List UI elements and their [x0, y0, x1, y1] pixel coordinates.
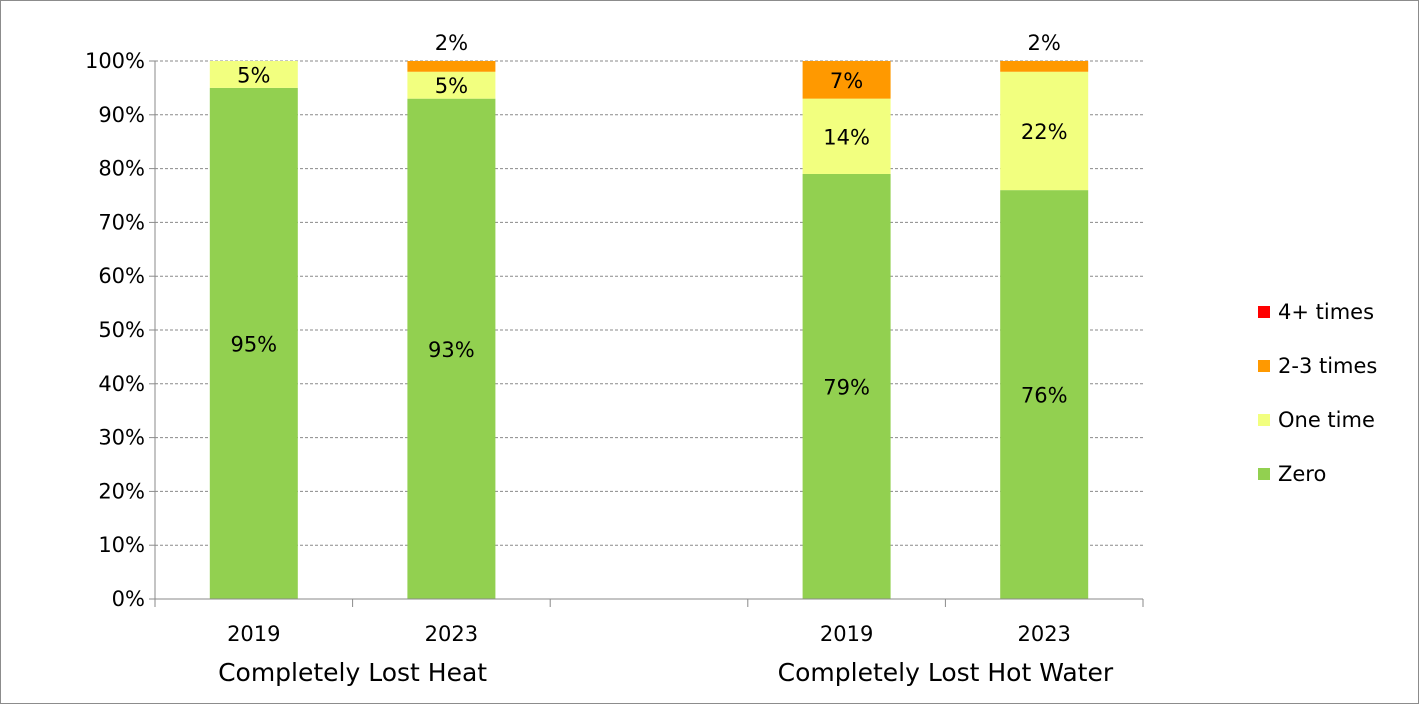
- bar-segment: [802, 61, 891, 99]
- y-tick-label: 40%: [98, 372, 145, 396]
- bars: [209, 61, 1089, 600]
- y-tick-labels: 0% 10% 20% 30% 40% 50% 60% 70% 80% 90% 100%: [85, 49, 145, 611]
- y-tick-label: 0%: [112, 587, 145, 611]
- y-tick-label: 90%: [98, 103, 145, 127]
- group-labels: Completely Lost Heat Completely Lost Hot …: [218, 658, 1114, 687]
- data-label: 79%: [823, 375, 870, 399]
- y-tick-label: 50%: [98, 318, 145, 342]
- legend-label: 4+ times: [1278, 300, 1374, 324]
- x-tick-label: 2019: [227, 622, 280, 646]
- legend-label: One time: [1278, 408, 1375, 432]
- x-tick-labels: 2019 2023 2019 2023: [227, 622, 1071, 646]
- data-label: 95%: [230, 332, 277, 356]
- y-tick-label: 60%: [98, 264, 145, 288]
- bar-segment: [407, 71, 496, 99]
- bar-segment: [1000, 190, 1089, 599]
- y-tick-label: 20%: [98, 479, 145, 503]
- group-label: Completely Lost Hot Water: [778, 658, 1114, 687]
- data-label: 7%: [830, 69, 863, 93]
- bar-segment: [802, 173, 891, 600]
- data-labels: 95% 93% 79% 76% 5% 5% 14% 22% 2% 7% 2%: [230, 31, 1067, 408]
- legend-swatch: [1258, 468, 1270, 480]
- data-label: 93%: [428, 338, 475, 362]
- gridlines: [155, 60, 1143, 546]
- x-tick-label: 2023: [1017, 622, 1070, 646]
- x-tick-label: 2019: [820, 622, 873, 646]
- y-tick-label: 30%: [98, 426, 145, 450]
- legend-label: 2-3 times: [1278, 354, 1377, 378]
- bar-segment: [1000, 71, 1089, 191]
- legend-label: Zero: [1278, 462, 1326, 486]
- legend-swatch: [1258, 306, 1270, 318]
- legend-swatch: [1258, 414, 1270, 426]
- bar-segment: [802, 98, 891, 174]
- bar-segment: [407, 98, 496, 599]
- bar-segment: [209, 87, 298, 600]
- x-tick-label: 2023: [425, 622, 478, 646]
- y-tick-label: 100%: [85, 49, 145, 73]
- y-tick-label: 10%: [98, 533, 145, 557]
- axes: [149, 60, 1144, 607]
- data-label: 22%: [1021, 120, 1068, 144]
- y-tick-label: 80%: [98, 157, 145, 181]
- y-tick-label: 70%: [98, 210, 145, 234]
- data-label: 2%: [435, 31, 468, 55]
- bar-segment: [209, 61, 298, 88]
- data-label: 5%: [237, 63, 270, 87]
- legend: 4+ times 2-3 times One time Zero: [1258, 300, 1377, 486]
- data-label: 5%: [435, 74, 468, 98]
- bar-segment: [407, 61, 496, 72]
- data-label: 14%: [823, 125, 870, 149]
- data-label: 2%: [1028, 31, 1061, 55]
- legend-swatch: [1258, 360, 1270, 372]
- bar-segment: [1000, 61, 1089, 72]
- group-label: Completely Lost Heat: [218, 658, 487, 687]
- data-label: 76%: [1021, 384, 1068, 408]
